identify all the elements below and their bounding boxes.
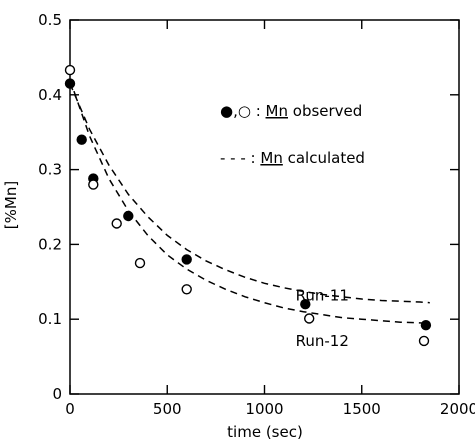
y-axis-title: [%Mn]	[2, 181, 20, 229]
x-tick-label: 2000	[440, 400, 475, 418]
legend-calculated: - - - : Mn calculated	[220, 149, 365, 167]
data-point-run-12	[181, 284, 192, 295]
data-point-run-11	[76, 134, 87, 145]
data-point-run-11	[123, 210, 134, 222]
data-point-run-11	[300, 299, 311, 310]
data-point-run-11	[420, 320, 432, 331]
data-point-run-11	[64, 78, 76, 89]
legend-observed-mn: Mn	[266, 102, 288, 120]
data-point-run-12	[111, 218, 122, 229]
data-point-run-12	[134, 257, 146, 269]
data-points	[64, 64, 432, 347]
axes: 0 500 1000 1500 2000 0 0.1 0.2 0.3 0.4 0.5	[38, 11, 475, 418]
plot-frame	[69, 19, 460, 395]
legend-calculated-suffix: calculated	[283, 149, 365, 167]
x-axis-title: time (sec)	[227, 423, 303, 441]
y-tick-label: 0.4	[38, 86, 62, 104]
y-tick-label: 0.5	[38, 11, 62, 29]
annotation-run-12: Run-12	[296, 332, 349, 350]
legend-calculated-prefix: - - - :	[220, 149, 260, 167]
y-tick-label: 0.3	[38, 161, 62, 179]
legend-calculated-mn: Mn	[260, 149, 282, 167]
y-tick-label: 0	[52, 385, 62, 403]
legend-observed-prefix: ●,○ :	[220, 102, 266, 120]
data-point-run-11	[181, 254, 192, 265]
data-point-run-12	[64, 64, 76, 76]
data-point-run-12	[418, 335, 430, 347]
x-tick-label: 1500	[343, 400, 381, 418]
y-tick-label: 0.2	[38, 235, 62, 253]
x-tick-label: 500	[153, 400, 182, 418]
calculated-curve-run-11	[69, 83, 430, 304]
x-tick-label: 1000	[245, 400, 283, 418]
legend-observed-suffix: observed	[288, 102, 362, 120]
legend-observed: ●,○ : Mn observed	[220, 102, 362, 120]
annotation-run-11: Run-11	[296, 287, 349, 305]
legend: ●,○ : Mn observed - - - : Mn calculated	[220, 102, 365, 167]
data-point-run-12	[88, 179, 99, 190]
y-tick-label: 0.1	[38, 310, 62, 328]
annotations: Run-11 Run-12	[296, 287, 349, 351]
data-point-run-12	[304, 313, 315, 324]
x-tick-label: 0	[65, 400, 75, 418]
